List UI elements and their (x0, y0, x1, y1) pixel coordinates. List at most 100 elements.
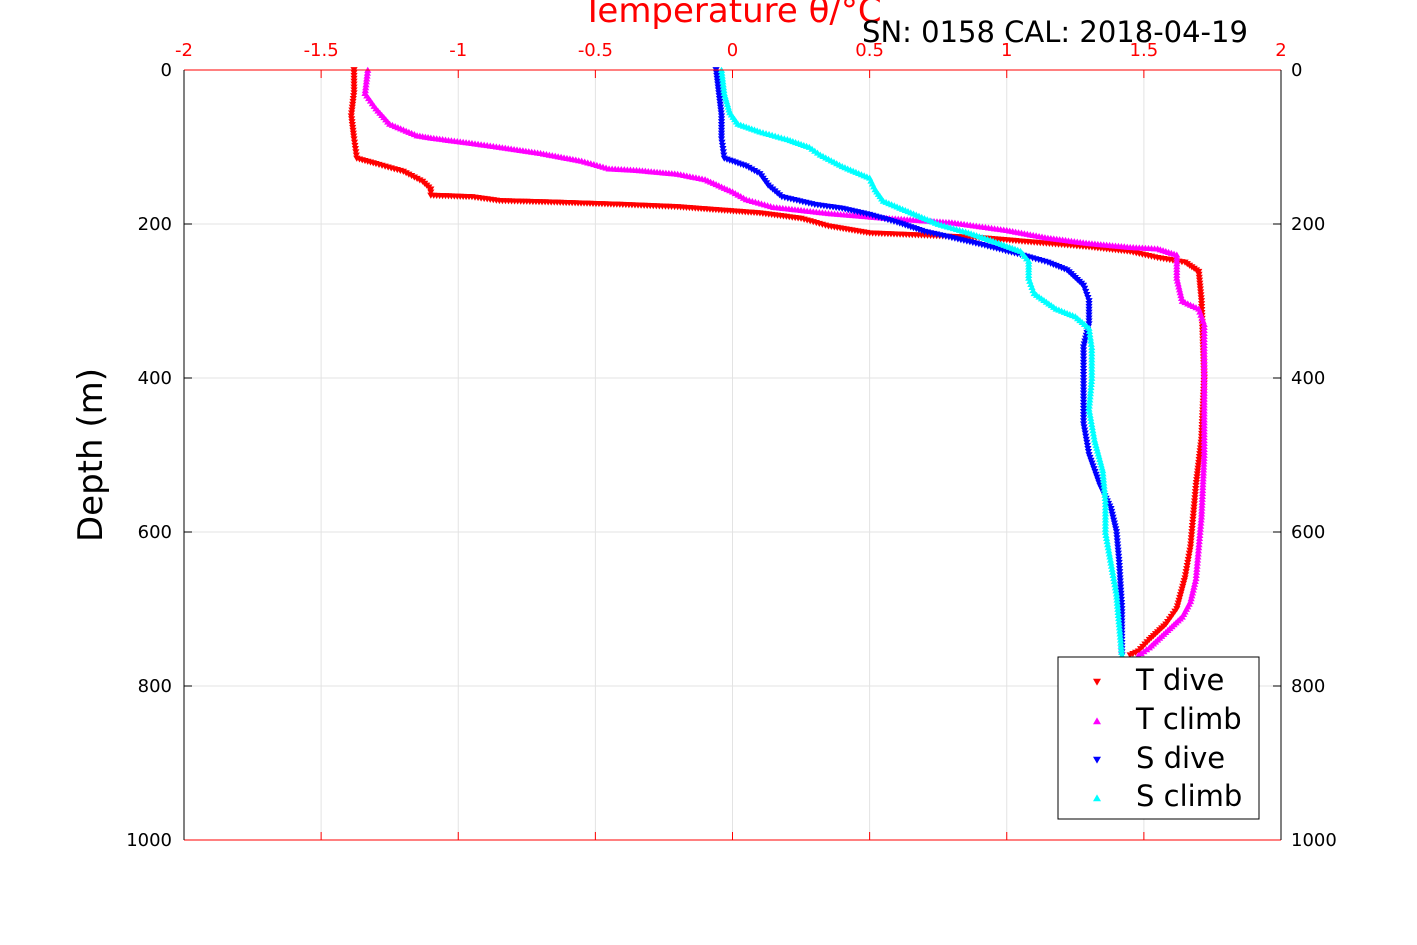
data-marker (1188, 529, 1196, 536)
data-marker (1118, 648, 1126, 655)
data-marker (1088, 371, 1096, 378)
data-marker (1116, 575, 1124, 582)
data-marker (1192, 486, 1200, 493)
data-marker (1198, 504, 1206, 511)
y-tick-label-right: 600 (1291, 522, 1325, 543)
y-tick-label-right: 1000 (1291, 830, 1337, 851)
data-marker (1115, 615, 1123, 622)
data-marker (1117, 642, 1125, 649)
data-marker (1088, 420, 1096, 428)
legend-label: S climb (1136, 779, 1242, 813)
data-marker (1186, 544, 1195, 551)
y-tick-labels-left: 0 200 400 600 800 1000 (126, 60, 172, 851)
data-marker (1187, 532, 1196, 539)
data-marker (1196, 525, 1204, 532)
data-marker (1079, 368, 1088, 376)
data-marker (1195, 541, 1203, 548)
legend-marker (1093, 678, 1101, 686)
data-marker (1187, 595, 1195, 602)
data-marker (1101, 504, 1110, 511)
y-tick-label-right: 400 (1291, 368, 1325, 389)
data-marker (1116, 627, 1124, 634)
axes (183, 69, 1282, 841)
data-marker (1191, 498, 1199, 505)
y-tick-label-right: 200 (1291, 214, 1325, 235)
data-marker (1115, 624, 1124, 631)
data-marker (363, 69, 372, 76)
data-marker (1088, 365, 1096, 372)
data-marker (1189, 516, 1197, 523)
data-marker (1192, 571, 1200, 578)
data-marker (1087, 414, 1095, 421)
data-marker (1079, 418, 1088, 425)
data-marker (1198, 495, 1206, 502)
data-marker (1079, 356, 1088, 363)
data-marker (1115, 563, 1123, 570)
data-marker (1196, 531, 1204, 538)
data-marker (1086, 396, 1094, 403)
data-marker (1106, 553, 1114, 560)
data-marker (1087, 377, 1096, 384)
data-marker (1079, 347, 1088, 354)
x-tick-labels: -2 -1.5 -1 -0.5 0 0.5 1 1.5 2 (175, 40, 1287, 61)
data-marker (1085, 405, 1093, 412)
data-marker (350, 136, 358, 143)
data-marker (1200, 457, 1208, 464)
data-marker (1101, 513, 1110, 520)
data-marker (1111, 581, 1119, 588)
data-marker (1114, 547, 1122, 554)
data-marker (717, 136, 726, 143)
data-marker (1184, 556, 1192, 563)
data-marker (742, 163, 750, 170)
data-marker (1182, 569, 1190, 576)
data-marker (1198, 498, 1206, 505)
data-marker (719, 78, 727, 85)
data-marker (1116, 569, 1124, 576)
data-marker (1099, 476, 1108, 483)
data-marker (1109, 568, 1117, 575)
x-tick-label: -0.5 (578, 40, 613, 61)
data-marker (1183, 566, 1191, 573)
data-marker (1089, 427, 1097, 434)
data-marker (1116, 636, 1125, 643)
data-marker (1186, 547, 1194, 554)
data-marker (1113, 596, 1121, 603)
x-tick-label: 0 (727, 40, 738, 61)
data-marker (1082, 433, 1090, 440)
data-marker (1088, 424, 1096, 431)
data-marker (1116, 581, 1125, 588)
data-marker (1192, 482, 1200, 490)
data-marker (1101, 519, 1110, 526)
data-marker (1079, 372, 1088, 379)
data-marker (1103, 538, 1111, 545)
y-tick-label: 400 (138, 368, 172, 389)
data-marker (1115, 566, 1124, 573)
x-tick-label: -2 (175, 40, 193, 61)
data-marker (1079, 409, 1088, 416)
data-marker (719, 84, 728, 91)
x-tick-label: 1 (1001, 40, 1012, 61)
data-marker (1197, 519, 1205, 526)
data-marker (1079, 415, 1088, 422)
data-marker (1079, 381, 1088, 388)
data-marker (1109, 571, 1117, 578)
data-marker (1191, 577, 1199, 584)
data-marker (1100, 485, 1108, 492)
data-marker (1101, 510, 1110, 517)
data-marker (1113, 602, 1122, 609)
data-marker (1079, 282, 1088, 289)
data-marker (1115, 618, 1123, 625)
data-marker (1102, 534, 1111, 542)
data-marker (352, 149, 360, 156)
data-marker (1108, 565, 1116, 572)
data-marker (748, 166, 756, 173)
data-marker (1194, 550, 1202, 557)
data-marker (350, 139, 359, 146)
data-marker (719, 81, 727, 88)
x-tick-label: 1.5 (1130, 40, 1159, 61)
data-marker (1087, 380, 1095, 388)
data-marker (1191, 492, 1199, 499)
legend-label: S dive (1136, 741, 1225, 775)
y-axis-label: Depth (m) (71, 368, 111, 542)
